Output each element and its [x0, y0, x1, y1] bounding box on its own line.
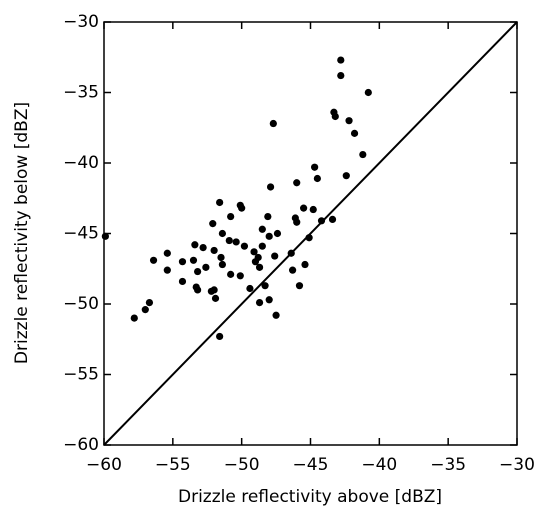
x-tick-label: −35 [430, 455, 466, 475]
point [194, 286, 202, 294]
point [269, 119, 277, 128]
point [255, 298, 264, 307]
point [265, 232, 273, 240]
point [225, 236, 233, 245]
point [295, 282, 304, 290]
point [199, 244, 207, 252]
point [364, 88, 372, 97]
point [273, 229, 282, 238]
point [240, 242, 249, 250]
x-tick-label: −55 [155, 455, 191, 475]
point [210, 286, 218, 294]
point [265, 296, 273, 304]
x-tick-label: −60 [86, 455, 122, 475]
point [189, 256, 198, 264]
point [311, 163, 319, 171]
point [300, 204, 308, 212]
point [313, 174, 321, 183]
point [202, 263, 210, 271]
point [236, 272, 244, 280]
point [345, 117, 353, 125]
point [293, 218, 301, 226]
point [216, 332, 224, 341]
point [141, 306, 149, 314]
point [218, 260, 226, 269]
point [293, 179, 301, 187]
point [178, 258, 187, 266]
point [238, 204, 246, 212]
point [149, 256, 158, 264]
point [210, 246, 218, 255]
y-tick-label: −55 [63, 365, 99, 385]
point [250, 248, 258, 256]
point [209, 220, 217, 228]
point [359, 150, 367, 159]
point [217, 253, 225, 262]
point [227, 212, 235, 221]
point [211, 294, 220, 302]
point [246, 284, 254, 293]
point [271, 252, 279, 260]
x-axis-label: Drizzle reflectivity above [dBZ] [178, 487, 442, 507]
y-tick-label: −45 [63, 224, 99, 244]
point [254, 253, 262, 262]
x-tick-label: −45 [293, 455, 329, 475]
point [194, 267, 202, 276]
point [289, 266, 297, 274]
y-tick-label: −30 [63, 12, 99, 32]
point [258, 242, 266, 250]
point [255, 263, 264, 271]
point [337, 71, 345, 80]
point [130, 314, 138, 322]
point [218, 229, 226, 238]
point [287, 249, 295, 257]
point [266, 183, 275, 191]
point [350, 129, 359, 137]
point [342, 172, 350, 180]
one-to-one-line [103, 21, 518, 446]
point [328, 215, 337, 223]
point [191, 241, 199, 249]
point [258, 225, 266, 233]
point [163, 266, 171, 274]
x-tick-label: −30 [499, 455, 535, 475]
y-tick-label: −40 [63, 153, 99, 173]
point [232, 238, 240, 246]
point [261, 282, 269, 290]
point [227, 270, 235, 278]
point [101, 232, 109, 240]
x-tick-label: −50 [224, 455, 260, 475]
point [317, 217, 326, 225]
point [337, 56, 345, 64]
point [305, 234, 313, 242]
y-tick-label: −50 [63, 294, 99, 314]
point [301, 260, 309, 269]
point [216, 198, 224, 207]
y-tick-label: −60 [63, 435, 99, 455]
x-tick-label: −40 [361, 455, 397, 475]
point [145, 298, 154, 307]
point [178, 277, 187, 286]
y-axis-label: Drizzle reflectivity below [dBZ] [12, 102, 32, 364]
point [309, 205, 317, 214]
point [331, 112, 339, 121]
point [272, 311, 280, 319]
point [264, 212, 272, 221]
y-tick-label: −35 [63, 83, 99, 103]
point [163, 249, 171, 257]
